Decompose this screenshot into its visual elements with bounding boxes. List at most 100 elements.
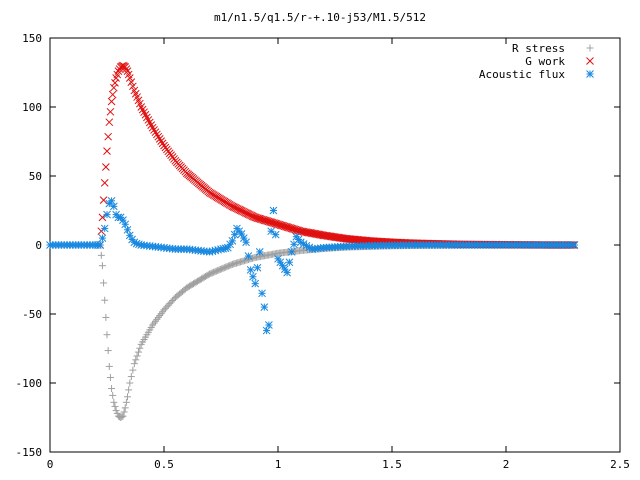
y-tick-label: -150 xyxy=(16,446,43,459)
data-point xyxy=(154,132,163,141)
data-marks xyxy=(46,61,579,421)
data-point xyxy=(108,385,116,393)
data-point xyxy=(129,366,137,374)
y-tick-label: -100 xyxy=(16,377,43,390)
data-point xyxy=(285,258,294,267)
data-point xyxy=(99,196,108,205)
data-point xyxy=(121,404,129,412)
axes: 0 0.5 1 1.5 2 2.5 150 100 50 0 -50 -100 -150 xyxy=(16,32,630,471)
x-tick-label: 1.5 xyxy=(382,458,402,471)
x-tick-label: 2.5 xyxy=(610,458,630,471)
data-point xyxy=(102,313,110,321)
data-point xyxy=(108,90,117,99)
data-point xyxy=(271,230,280,239)
data-point xyxy=(120,408,128,416)
data-point xyxy=(96,241,105,249)
x-tick-label: 0.5 xyxy=(154,458,174,471)
data-point xyxy=(251,279,260,288)
y-tick-label: 150 xyxy=(22,32,42,45)
x-tick-label: 0 xyxy=(47,458,54,471)
data-point xyxy=(249,272,257,281)
data-point xyxy=(122,65,131,73)
data-point xyxy=(103,147,111,156)
y-tick-label: 100 xyxy=(22,101,42,114)
data-point xyxy=(136,344,144,352)
x-tick-label: 2 xyxy=(503,458,510,471)
data-point xyxy=(107,97,116,106)
data-point xyxy=(97,251,105,259)
y-tick-label: 50 xyxy=(29,170,42,183)
data-point xyxy=(157,137,166,146)
data-point xyxy=(160,306,168,314)
data-point xyxy=(164,301,172,309)
data-point xyxy=(230,230,239,239)
data-point xyxy=(111,78,119,87)
data-point xyxy=(244,252,253,260)
data-point xyxy=(125,386,133,394)
data-point xyxy=(127,373,135,381)
y-tick-label: -50 xyxy=(22,308,42,321)
data-point xyxy=(118,413,126,421)
data-point xyxy=(119,412,127,420)
data-point xyxy=(163,303,171,311)
x-tick-label: 1 xyxy=(275,458,282,471)
data-point xyxy=(267,227,276,236)
legend-marker xyxy=(586,44,594,52)
data-point xyxy=(150,126,158,134)
data-point xyxy=(106,373,114,381)
series-acoustic-flux xyxy=(46,196,579,335)
data-point xyxy=(133,352,141,360)
data-point xyxy=(125,74,134,82)
data-point xyxy=(110,398,118,406)
data-point xyxy=(167,298,175,306)
data-point xyxy=(570,241,579,249)
series-g-work xyxy=(96,61,579,249)
data-point xyxy=(148,123,157,132)
legend-label: R stress xyxy=(512,42,565,55)
data-point xyxy=(246,265,255,274)
data-point xyxy=(161,304,169,312)
data-point xyxy=(166,300,174,308)
data-point xyxy=(103,210,111,219)
data-point xyxy=(127,78,136,87)
chart-title: m1/n1.5/q1.5/r-+.10-j53/M1.5/512 xyxy=(214,11,426,24)
data-point xyxy=(100,224,109,233)
data-point xyxy=(151,128,160,137)
data-point xyxy=(255,248,264,256)
data-point xyxy=(260,303,269,311)
data-point xyxy=(287,248,296,256)
data-point xyxy=(109,83,118,92)
y-tick-label: 0 xyxy=(35,239,42,252)
data-point xyxy=(101,296,109,304)
data-point xyxy=(104,132,112,141)
data-point xyxy=(269,206,278,215)
data-point xyxy=(169,297,177,305)
data-point xyxy=(111,402,119,410)
data-point xyxy=(98,234,107,242)
data-point xyxy=(122,398,130,406)
data-point xyxy=(128,82,137,91)
data-point xyxy=(109,391,117,399)
legend-marker xyxy=(586,57,594,65)
data-point xyxy=(155,135,164,143)
legend-label: Acoustic flux xyxy=(479,68,565,81)
legend-marker xyxy=(586,70,594,78)
data-point xyxy=(105,362,113,370)
data-point xyxy=(109,202,118,211)
data-point xyxy=(105,118,114,127)
data-point xyxy=(103,331,111,339)
data-point xyxy=(265,321,273,329)
data-point xyxy=(121,63,130,71)
data-point xyxy=(106,107,115,116)
data-point xyxy=(102,163,110,171)
data-point xyxy=(100,179,109,187)
legend-label: G work xyxy=(525,55,565,68)
data-point xyxy=(228,237,237,245)
data-point xyxy=(283,268,291,277)
data-point xyxy=(100,279,108,287)
data-point xyxy=(153,130,161,139)
data-point xyxy=(104,347,112,355)
data-point xyxy=(134,348,142,356)
series-r-stress xyxy=(96,241,578,421)
